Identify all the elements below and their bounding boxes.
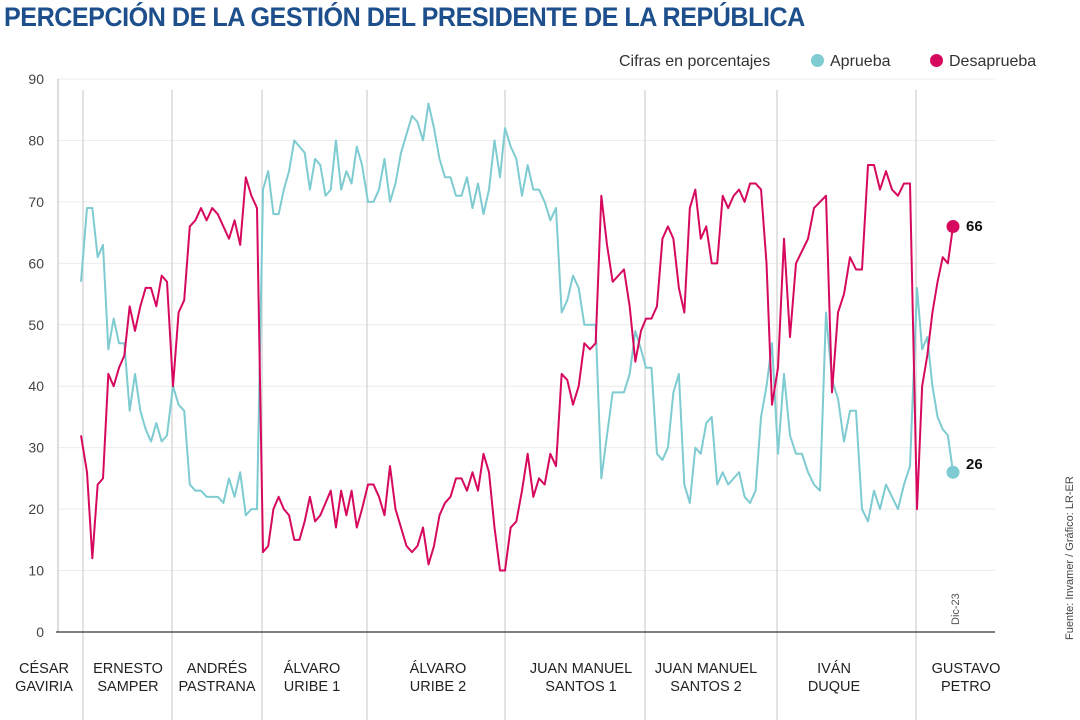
units-note: Cifras en porcentajes [619, 53, 771, 70]
period-label-line: JUAN MANUEL [529, 661, 633, 677]
period-label-line: SAMPER [97, 679, 159, 695]
y-tick-label: 60 [28, 255, 44, 271]
period-label: ÁLVARO URIBE 1 [284, 660, 341, 696]
y-tick-label: 40 [28, 378, 44, 394]
period-label-line: URIBE 1 [283, 679, 341, 695]
end-value-aprueba: 26 [966, 456, 983, 473]
period-label-line: PETRO [941, 679, 991, 695]
period-label: CÉSAR GAVIRIA [15, 660, 73, 696]
source-note: Fuente: Invamer / Gráfico: LR-ER [1064, 476, 1076, 640]
series-line-desaprueba [80, 164, 954, 572]
y-tick-label: 20 [28, 501, 44, 517]
period-label: ÁLVARO URIBE 2 [410, 660, 467, 696]
legend-label-desaprueba: Desaprueba [949, 53, 1037, 70]
chart-title: PERCEPCIÓN DE LA GESTIÓN DEL PRESIDENTE … [4, 2, 805, 32]
period-label-line: DUQUE [807, 679, 861, 695]
end-value-desaprueba: 66 [966, 218, 983, 235]
legend-aprueba: Aprueba [811, 53, 891, 71]
y-tick-label: 90 [28, 71, 44, 87]
period-label: IVÁN DUQUE [808, 660, 860, 696]
legend-label-aprueba: Aprueba [830, 53, 891, 70]
y-tick-label: 50 [28, 317, 44, 333]
period-label-line: SANTOS 1 [545, 679, 617, 695]
period-label-line: ANDRÉS [186, 661, 248, 677]
legend-dot-aprueba [811, 54, 824, 67]
period-label: JUAN MANUEL SANTOS 1 [530, 660, 632, 696]
end-marker-aprueba [946, 465, 960, 479]
period-label: GUSTAVO PETRO [932, 660, 1001, 696]
last-date-label: Dic-23 [950, 593, 962, 625]
period-label: ERNESTO SAMPER [93, 660, 163, 696]
y-tick-label: 0 [36, 624, 44, 640]
period-label-line: URIBE 2 [409, 679, 467, 695]
period-label-line: SANTOS 2 [670, 679, 742, 695]
y-tick-label: 70 [28, 194, 44, 210]
legend-desaprueba: Desaprueba [930, 53, 1036, 71]
period-label-line: GAVIRIA [15, 679, 73, 695]
y-tick-label: 30 [28, 440, 44, 456]
period-label-line: JUAN MANUEL [654, 661, 758, 677]
y-tick-label: 10 [28, 563, 44, 579]
period-label-line: GUSTAVO [931, 661, 1001, 677]
end-marker-desaprueba [946, 219, 960, 233]
period-label-line: IVÁN [817, 661, 851, 677]
series-line-aprueba [80, 102, 954, 523]
period-label-line: ERNESTO [93, 661, 163, 677]
period-label-line: ÁLVARO [409, 661, 467, 677]
period-label-line: ÁLVARO [283, 661, 341, 677]
y-tick-label: 80 [28, 132, 44, 148]
legend-dot-desaprueba [930, 54, 943, 67]
period-label: ANDRÉS PASTRANA [178, 660, 255, 696]
period-label: JUAN MANUEL SANTOS 2 [655, 660, 757, 696]
period-label-line: CÉSAR [19, 661, 69, 677]
period-label-line: PASTRANA [178, 679, 256, 695]
